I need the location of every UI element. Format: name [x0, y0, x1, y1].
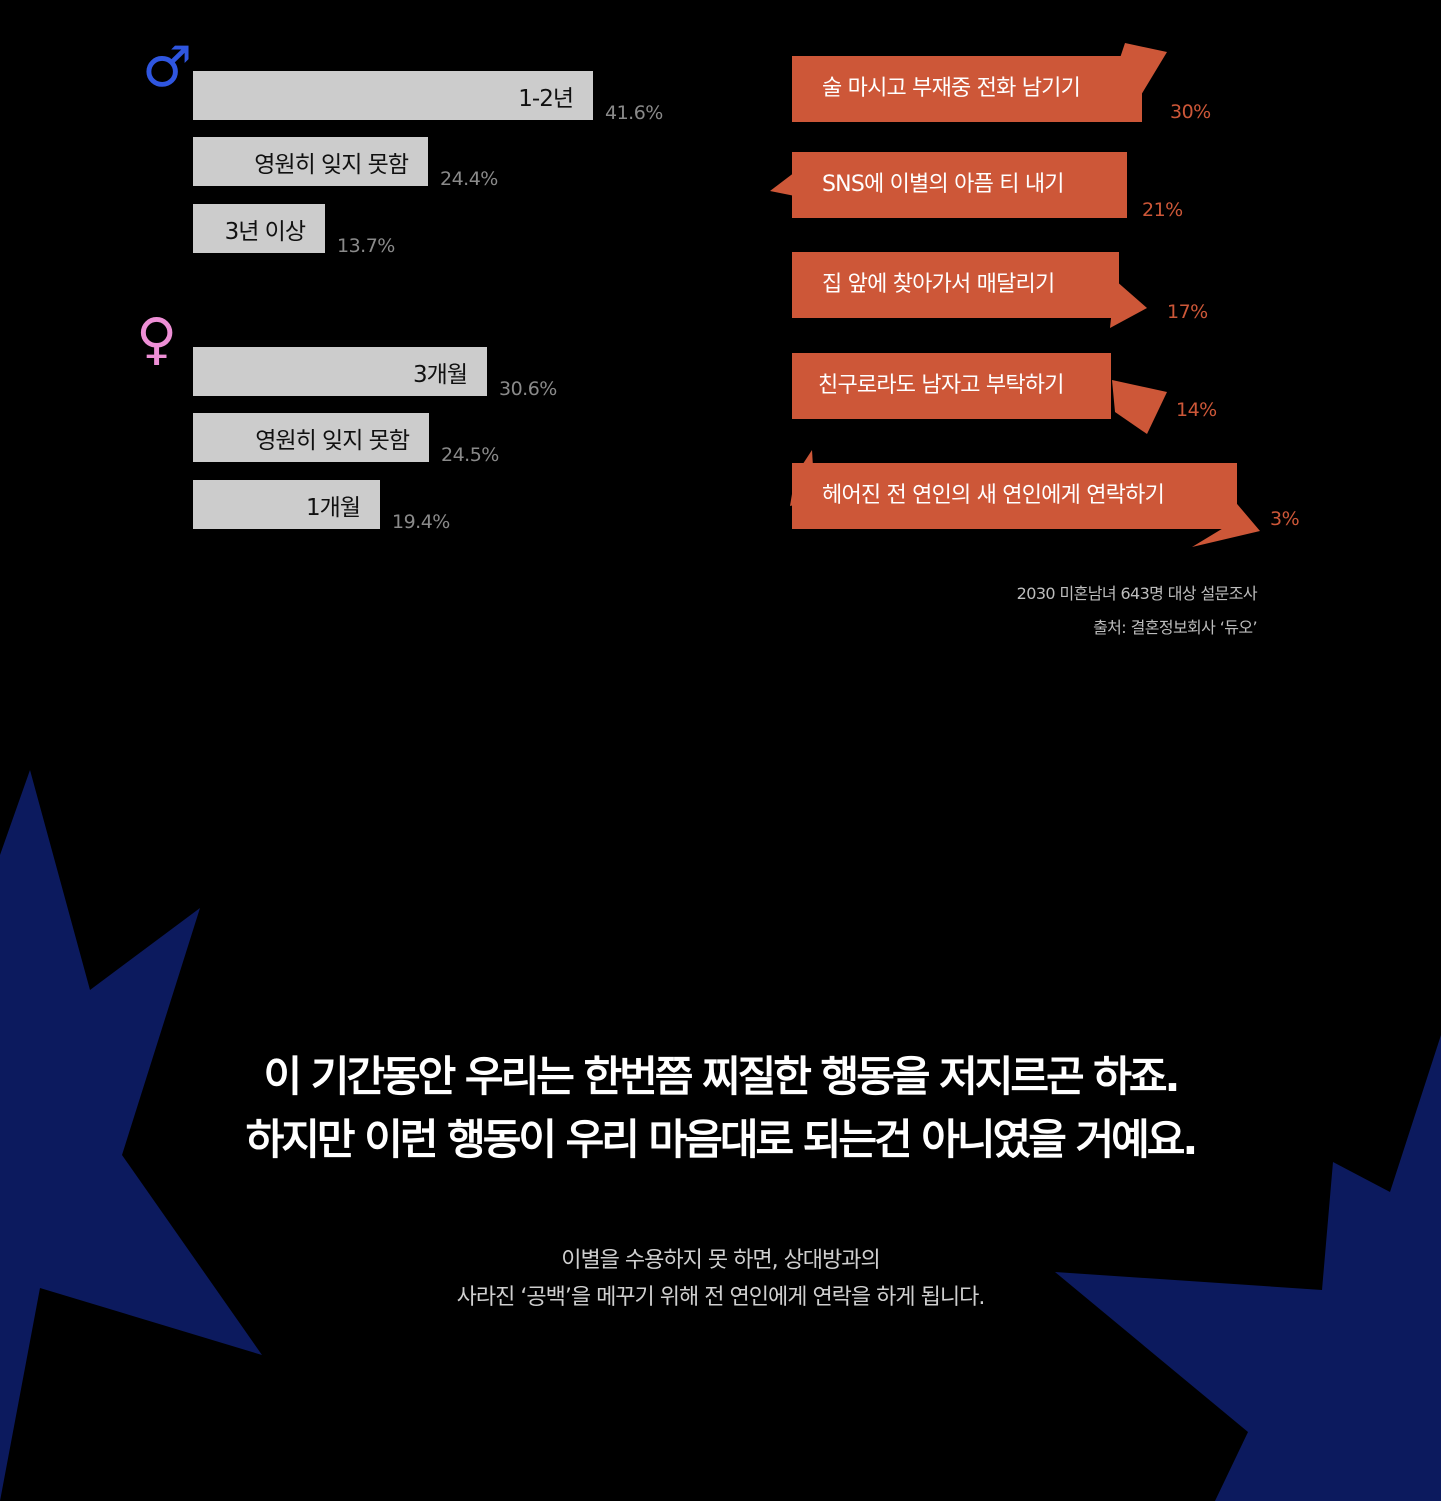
male-bar-label-2: 영원히 잊지 못함 — [254, 151, 409, 178]
female-bar-label-2: 영원히 잊지 못함 — [255, 427, 410, 454]
female-bar-value-2: 24.5% — [441, 444, 499, 466]
behavior-value-4: 14% — [1176, 399, 1217, 421]
star-shape-left — [0, 770, 262, 1501]
behavior-label-4: 친구로라도 남자고 부탁하기 — [818, 373, 1064, 398]
behavior-bubble-3 — [792, 252, 1119, 318]
survey-description: 2030 미혼남녀 643명 대상 설문조사 — [1016, 584, 1258, 603]
bubble-tail-3 — [1110, 280, 1147, 328]
behavior-label-2: SNS에 이별의 아픔 티 내기 — [822, 172, 1065, 197]
behavior-label-1: 술 마시고 부재중 전화 남기기 — [822, 76, 1081, 101]
headline-line-1: 이 기간동안 우리는 한번쯤 찌질한 행동을 저지르곤 하죠. — [263, 1052, 1180, 1101]
male-symbol-icon: ♂ — [142, 35, 193, 100]
star-shape-right — [1055, 1035, 1441, 1501]
male-bar-value-2: 24.4% — [440, 168, 498, 190]
behavior-label-5: 헤어진 전 연인의 새 연인에게 연락하기 — [822, 483, 1165, 508]
subtext-line-2: 사라진 ‘공백’을 메꾸기 위해 전 연인에게 연락을 하게 됩니다. — [456, 1285, 986, 1310]
headline-line-2: 하지만 이런 행동이 우리 마음대로 되는건 아니였을 거예요. — [245, 1115, 1199, 1164]
behavior-bubble-chart — [770, 43, 1260, 547]
female-bar-value-3: 19.4% — [392, 511, 450, 533]
behavior-value-1: 30% — [1170, 101, 1211, 123]
male-bar-label-1: 1-2년 — [518, 85, 574, 112]
survey-source: 출처: 결혼정보회사 ‘듀오’ — [1093, 618, 1258, 637]
behavior-value-5: 3% — [1270, 508, 1300, 530]
male-bar-label-3: 3년 이상 — [224, 218, 306, 245]
female-bar-label-1: 3개월 — [413, 361, 468, 388]
male-bar-3: 3년 이상 — [193, 204, 325, 253]
female-bar-1: 3개월 — [193, 347, 487, 396]
survey-source-note: 2030 미혼남녀 643명 대상 설문조사 출처: 결혼정보회사 ‘듀오’ — [1016, 580, 1258, 638]
female-bar-label-3: 1개월 — [306, 494, 361, 521]
female-bar-value-1: 30.6% — [499, 378, 557, 400]
behavior-value-2: 21% — [1142, 199, 1183, 221]
male-bar-1: 1-2년 — [193, 71, 593, 120]
behavior-label-3: 집 앞에 찾아가서 매달리기 — [822, 272, 1055, 297]
male-bar-value-3: 13.7% — [337, 235, 395, 257]
male-bar-2: 영원히 잊지 못함 — [193, 137, 428, 186]
female-bar-2: 영원히 잊지 못함 — [193, 413, 429, 462]
behavior-bubble-4 — [792, 353, 1111, 419]
behavior-value-3: 17% — [1167, 301, 1208, 323]
female-bar-3: 1개월 — [193, 480, 380, 529]
subtext-line-1: 이별을 수용하지 못 하면, 상대방과의 — [561, 1248, 881, 1273]
behavior-bubble-1 — [792, 56, 1142, 122]
behavior-bubble-2 — [792, 152, 1127, 218]
bubble-tail-6 — [1192, 498, 1260, 547]
male-bar-value-1: 41.6% — [605, 102, 663, 124]
female-symbol-icon: ♀ — [136, 307, 178, 372]
bubble-tail-4 — [1112, 380, 1167, 434]
behavior-bubble-5 — [792, 463, 1237, 529]
